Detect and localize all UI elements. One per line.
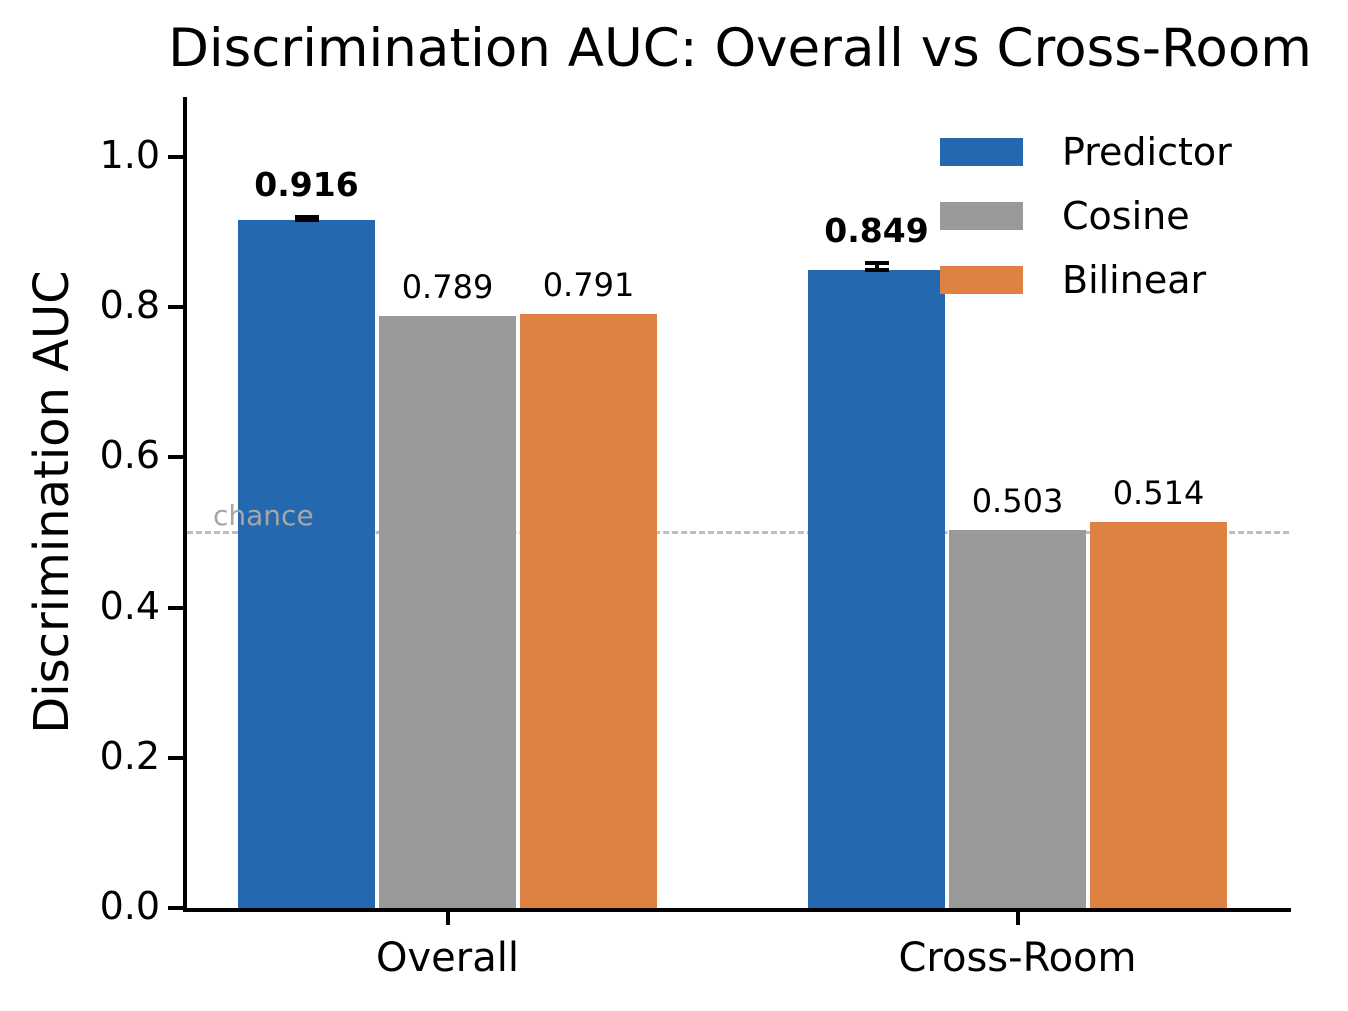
y-axis-tick-label: 1.0 [99, 133, 160, 178]
plot-area: chance 0.0 0.2 0.4 0.6 0.8 1.0 Overall Cross-Roo… [100, 97, 1291, 979]
legend-entry-predictor: Predictor [940, 131, 1232, 173]
x-axis-tick-label: Cross-Room [898, 935, 1137, 981]
legend-label-predictor: Predictor [1062, 130, 1232, 174]
bar-value-label: 0.849 [824, 210, 929, 250]
y-axis-tick [168, 455, 183, 460]
y-axis-tick [168, 605, 183, 610]
x-axis-tick [445, 910, 450, 925]
bar-value-label: 0.503 [971, 482, 1064, 521]
legend-label-cosine: Cosine [1062, 194, 1190, 238]
bar-value-label: 0.514 [1112, 474, 1205, 513]
legend-entry-bilinear: Bilinear [940, 259, 1206, 301]
y-axis-label: Discrimination AUC [24, 270, 80, 734]
bar-cosine-cross-room [949, 530, 1086, 908]
y-axis-tick [168, 155, 183, 160]
error-bar-cap-bottom [864, 268, 889, 273]
y-axis-tick-label: 0.2 [99, 733, 160, 778]
y-axis-tick [168, 305, 183, 310]
bar-bilinear-cross-room [1090, 522, 1227, 908]
bar-cosine-overall [379, 315, 516, 908]
y-axis-tick-label: 0.4 [99, 583, 160, 628]
chance-reference-line [187, 531, 1289, 535]
legend-swatch-bilinear [940, 266, 1023, 294]
legend-label-bilinear: Bilinear [1062, 258, 1207, 302]
error-bar-cap-top [864, 260, 889, 265]
chance-label: chance [213, 498, 314, 532]
legend-swatch-cosine [940, 202, 1023, 230]
error-bar-cap-bottom [294, 218, 319, 223]
legend-entry-cosine: Cosine [940, 195, 1190, 237]
y-axis-tick-label: 0.6 [99, 433, 160, 478]
y-axis-tick-label: 0.8 [99, 283, 160, 328]
y-axis-tick [168, 906, 183, 910]
bar-value-label: 0.789 [401, 267, 494, 306]
x-axis-tick [1015, 910, 1020, 925]
error-bar-stem [874, 260, 879, 271]
bar-value-label: 0.916 [254, 165, 359, 205]
x-axis-tick-label: Overall [376, 935, 519, 981]
bar-predictor-cross-room [808, 270, 945, 908]
y-axis-tick [168, 755, 183, 760]
chart-title: Discrimination AUC: Overall vs Cross-Roo… [168, 18, 1312, 79]
bar-predictor-overall [238, 220, 375, 908]
legend-swatch-predictor [940, 138, 1023, 166]
error-bar-cap-top [294, 215, 319, 220]
y-axis-tick-label: 0.0 [99, 884, 160, 928]
bar-value-label: 0.791 [542, 266, 635, 305]
bar-bilinear-overall [520, 314, 657, 908]
